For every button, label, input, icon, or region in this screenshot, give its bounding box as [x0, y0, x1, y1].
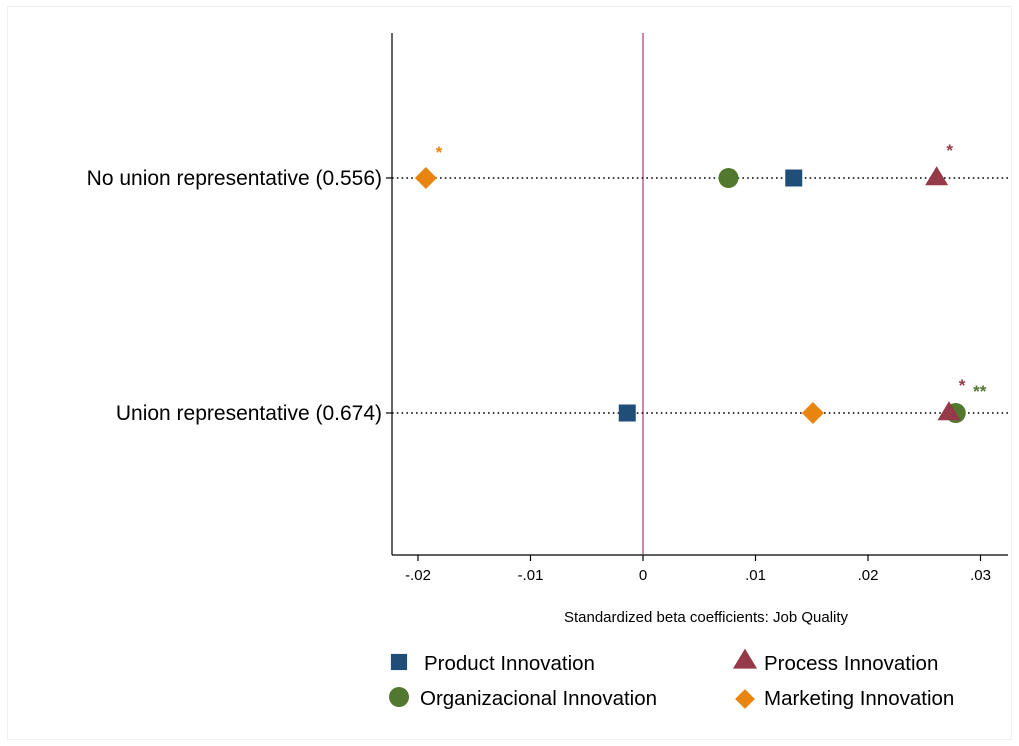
legend: Product Innovation Process Innovation Orga…: [389, 648, 954, 710]
x-tick-label: .02: [858, 567, 879, 584]
marketing-innovation-point: [414, 167, 437, 189]
legend-label: Organizacional Innovation: [420, 687, 657, 710]
y-category-label: No union representative (0.556): [87, 167, 382, 190]
data-points: *** **: [414, 141, 987, 424]
legend-label: Process Innovation: [764, 652, 938, 675]
significance-label: **: [973, 382, 987, 401]
process-innovation-point: [937, 401, 961, 421]
significance-label: *: [436, 143, 443, 162]
significance-label: *: [946, 141, 953, 160]
significance-label: *: [959, 376, 966, 395]
x-tick-label: 0: [639, 567, 647, 584]
legend-product-innovation-marker: [390, 653, 408, 671]
product-innovation-point: [785, 169, 803, 187]
legend-marketing-innovation-marker: [735, 689, 755, 709]
product-innovation-point: [618, 404, 636, 422]
marketing-innovation-point: [801, 402, 824, 424]
category-rows: No union representative (0.556) Union rep…: [87, 167, 1008, 425]
x-axis-ticks: -.02 -.01 0 .01 .02 .03: [405, 555, 991, 584]
legend-organizacional-innovation-marker: [389, 687, 409, 707]
process-innovation-point: [925, 166, 949, 186]
legend-process-innovation-marker: [732, 648, 758, 669]
x-axis-title: Standardized beta coefficients: Job Qual…: [564, 609, 849, 626]
legend-label: Marketing Innovation: [764, 687, 954, 710]
plot-axes: [391, 33, 1008, 556]
x-tick-label: -.01: [518, 567, 544, 584]
chart-frame: [8, 7, 1011, 739]
x-tick-label: .01: [745, 567, 766, 584]
legend-label: Product Innovation: [424, 652, 595, 675]
organizacional-innovation-point: [718, 168, 739, 188]
y-category-label: Union representative (0.674): [116, 402, 382, 425]
x-tick-label: .03: [970, 567, 991, 584]
x-tick-label: -.02: [405, 567, 431, 584]
